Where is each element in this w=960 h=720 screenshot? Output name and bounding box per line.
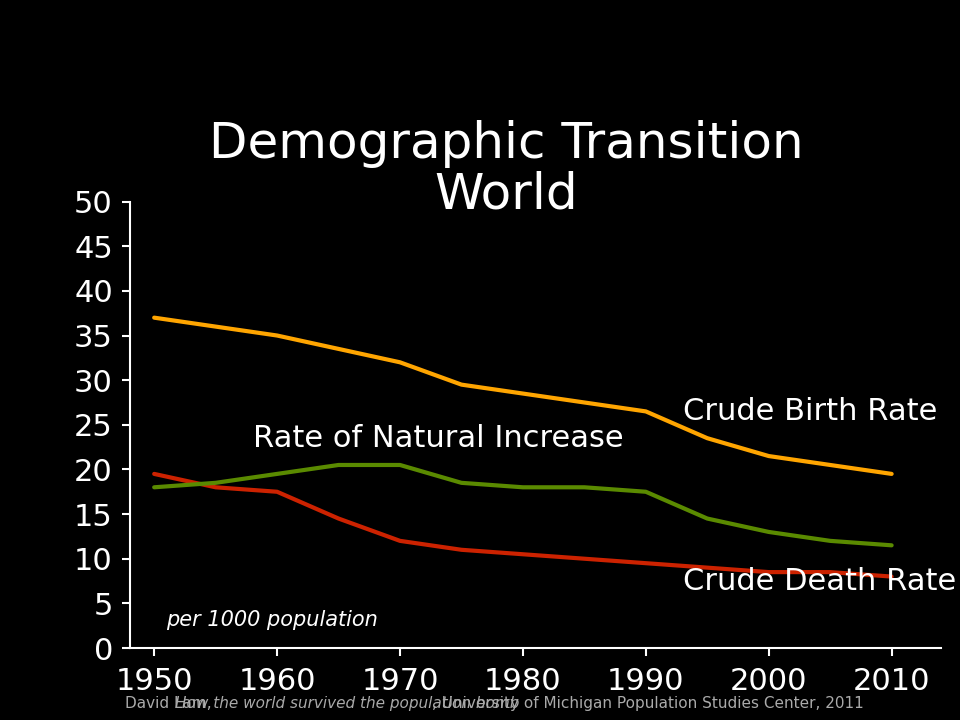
Text: Demographic Transition: Demographic Transition [209,120,804,168]
Text: World: World [435,171,578,218]
Text: How the world survived the population bomb: How the world survived the population bo… [175,696,519,711]
Text: Crude Death Rate: Crude Death Rate [683,567,956,595]
Text: David Lam,: David Lam, [125,696,216,711]
Text: Crude Birth Rate: Crude Birth Rate [683,397,937,426]
Text: per 1000 population: per 1000 population [166,610,378,630]
Text: , University of Michigan Population Studies Center, 2011: , University of Michigan Population Stud… [432,696,864,711]
Text: Rate of Natural Increase: Rate of Natural Increase [252,423,623,453]
